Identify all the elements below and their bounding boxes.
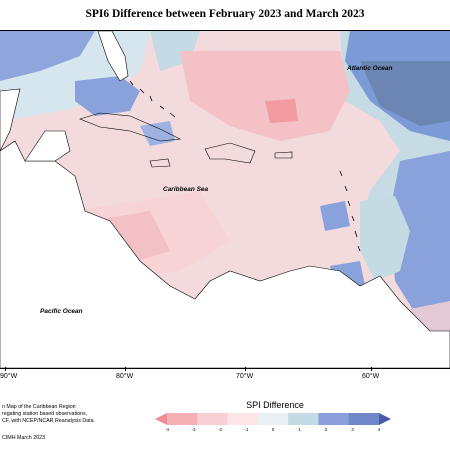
colorbar-segment xyxy=(288,413,319,425)
caribbean-sea-label: Caribbean Sea xyxy=(163,186,209,193)
colorbar-segment xyxy=(167,413,198,425)
credit-line-1: n Map of the Caribbean Region xyxy=(2,404,76,410)
lon-tick xyxy=(125,367,126,371)
pacific-ocean-label: Pacific Ocean xyxy=(40,308,83,315)
colorbar-segment xyxy=(318,413,350,425)
lon-label-80w: 80°W xyxy=(116,373,134,380)
lon-tick xyxy=(5,367,6,371)
credit-line-2: regating station based observations, xyxy=(2,411,88,417)
lon-tick xyxy=(245,367,246,371)
lon-label-60w: 60°W xyxy=(362,373,380,380)
colorbar-segment xyxy=(348,413,380,425)
colorbar-right-arrow xyxy=(379,413,391,425)
colorbar-tick-label: -1 xyxy=(244,427,249,432)
credit-line-3: CF, with NCEP/NCAR Reanalysis Data. xyxy=(2,418,96,424)
lon-label-90w: 90°W xyxy=(0,373,18,380)
colorbar-segment xyxy=(257,413,289,425)
colorbar-tick-label: 3 xyxy=(351,427,354,432)
colorbar-tick-label: -4 xyxy=(164,427,169,432)
map-area: Atlantic Ocean Caribbean Sea Pacific Oce… xyxy=(0,30,450,369)
color-bar xyxy=(155,413,391,425)
colorbar-tick-label: 2 xyxy=(324,427,328,432)
lon-tick xyxy=(371,367,372,371)
colorbar-left-arrow xyxy=(155,413,167,425)
atlantic-ocean-label: Atlantic Ocean xyxy=(347,65,393,72)
legend-title: SPI Difference xyxy=(246,400,304,410)
colorbar-tick-label: 1 xyxy=(298,427,301,432)
colorbar-tick-label: 0 xyxy=(271,427,275,432)
map-title: SPI6 Difference between February 2023 an… xyxy=(85,8,365,20)
colorbar-tick-label: -3 xyxy=(191,427,196,432)
spi-difference-map xyxy=(0,31,450,368)
colorbar-segment xyxy=(197,413,229,425)
colorbar-segment xyxy=(227,413,259,425)
colorbar-tick-label: 4 xyxy=(377,427,381,432)
lon-label-70w: 70°W xyxy=(236,373,254,380)
credit-line-4: CIMH March 2023 xyxy=(2,435,45,441)
colorbar-tick-label: -2 xyxy=(217,427,222,432)
